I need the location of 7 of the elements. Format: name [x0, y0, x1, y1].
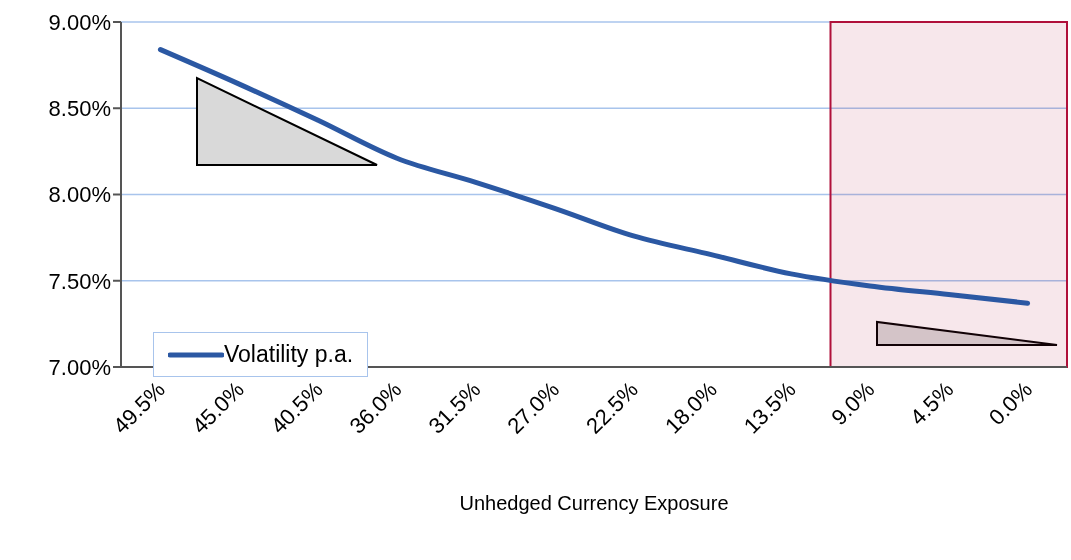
y-tick-label: 7.00%	[48, 354, 111, 380]
y-tick-label: 9.00%	[48, 9, 111, 35]
y-tick-label: 8.50%	[48, 96, 111, 122]
y-tick-label: 8.00%	[48, 182, 111, 208]
y-tick-label: 7.50%	[48, 268, 111, 294]
x-axis-title: Unhedged Currency Exposure	[459, 492, 729, 514]
legend-label: Volatility p.a.	[224, 341, 354, 368]
